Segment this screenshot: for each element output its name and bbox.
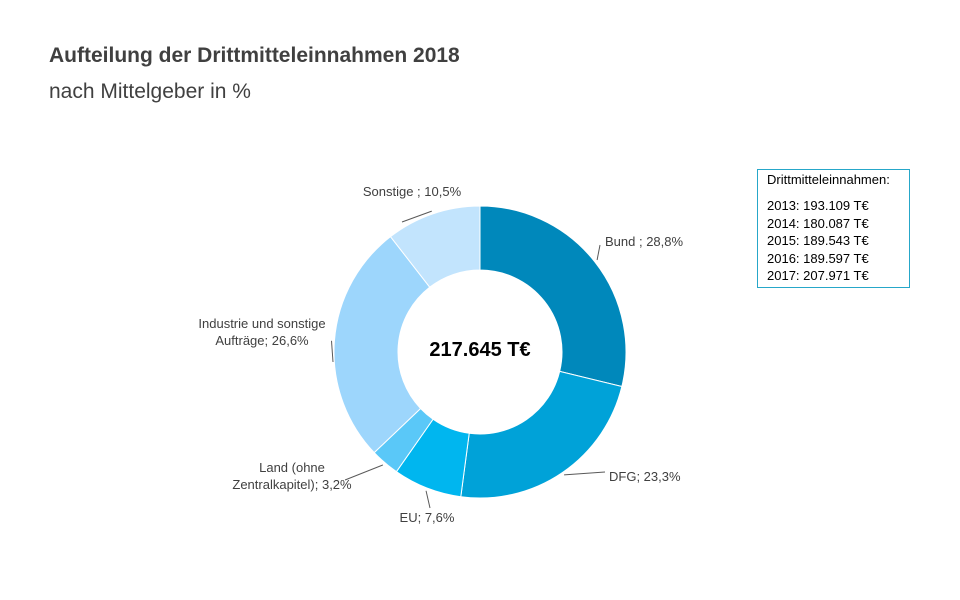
funding-history-item: 2017: 207.971 T€ bbox=[767, 268, 869, 283]
chart-subtitle: nach Mittelgeber in % bbox=[49, 80, 251, 103]
donut-center-total: 217.645 T€ bbox=[429, 339, 530, 361]
leader-lines bbox=[331, 210, 606, 509]
leader-line bbox=[331, 340, 334, 363]
funding-history-item: 2015: 189.543 T€ bbox=[767, 233, 869, 248]
leader-line bbox=[401, 210, 432, 223]
slice-label: Bund ; 28,8% bbox=[605, 234, 683, 249]
slice-label: Sonstige ; 10,5% bbox=[363, 184, 462, 199]
leader-line bbox=[344, 464, 384, 481]
funding-history-title: Drittmitteleinnahmen: bbox=[767, 172, 890, 187]
slice-label: Land (ohne Zentralkapitel); 3,2% bbox=[232, 460, 352, 492]
funding-history-item: 2014: 180.087 T€ bbox=[767, 215, 869, 231]
slice-label: DFG; 23,3% bbox=[609, 469, 681, 484]
leader-line bbox=[425, 490, 431, 509]
funding-history-item: 2013: 193.109 T€ bbox=[767, 198, 869, 213]
leader-line bbox=[564, 471, 606, 476]
slice-label: Industrie und sonstige Aufträge; 26,6% bbox=[198, 316, 325, 348]
donut-slices bbox=[333, 205, 627, 499]
donut-slice bbox=[460, 370, 623, 499]
donut-slice bbox=[333, 235, 431, 454]
funding-history-box: Drittmitteleinnahmen: 2013: 193.109 T€ 2… bbox=[757, 169, 910, 288]
donut-slice bbox=[479, 205, 627, 388]
leader-line bbox=[596, 244, 601, 261]
funding-history-item: 2016: 189.597 T€ bbox=[767, 250, 869, 266]
slice-labels: Bund ; 28,8% DFG; 23,3% EU; 7,6% Land (ohne… bbox=[198, 184, 683, 525]
donut-slice bbox=[389, 205, 481, 288]
chart-title: Aufteilung der Drittmitteleinnahmen 2018 bbox=[49, 44, 460, 67]
slice-label: EU; 7,6% bbox=[400, 510, 455, 525]
funding-history-list: 2013: 193.109 T€ 2014: 180.087 T€ 2015: … bbox=[767, 197, 869, 285]
